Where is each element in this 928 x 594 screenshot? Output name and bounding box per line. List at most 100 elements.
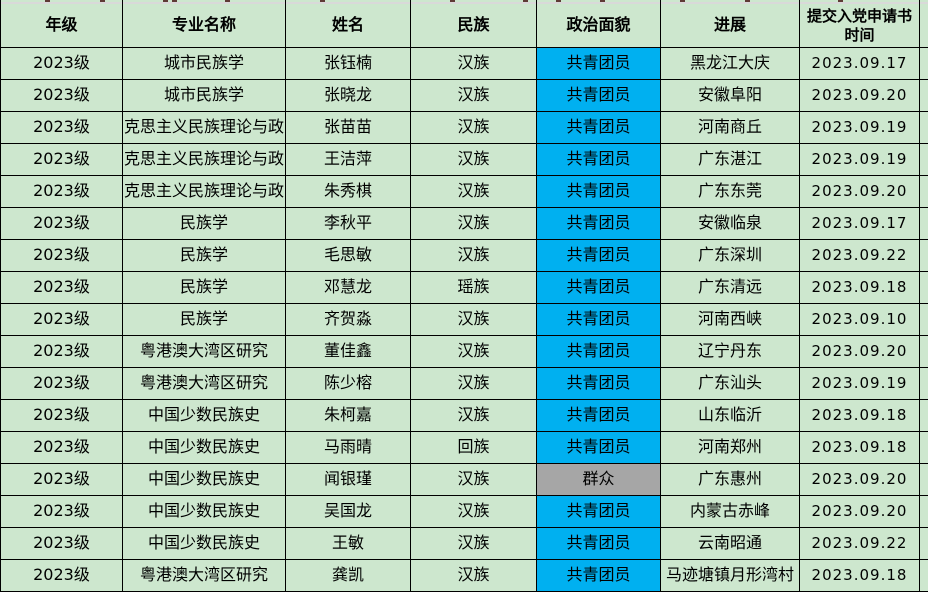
cell-grade[interactable]: 2023级 bbox=[1, 272, 123, 304]
adjacent-column-sliver[interactable] bbox=[920, 464, 928, 496]
cell-political_status[interactable]: 共青团员 bbox=[537, 432, 661, 464]
cell-major[interactable]: 中国少数民族史 bbox=[123, 496, 286, 528]
cell-progress[interactable]: 广东清远 bbox=[661, 272, 800, 304]
cell-major[interactable]: 民族学 bbox=[123, 240, 286, 272]
cell-ethnicity[interactable]: 汉族 bbox=[411, 80, 537, 112]
cell-grade[interactable]: 2023级 bbox=[1, 464, 123, 496]
cell-ethnicity[interactable]: 瑶族 bbox=[411, 272, 537, 304]
cell-major[interactable]: 粤港澳大湾区研究 bbox=[123, 368, 286, 400]
cell-apply_date[interactable]: 2023.09.18 bbox=[800, 400, 920, 432]
cell-major[interactable]: 克思主义民族理论与政 bbox=[123, 176, 286, 208]
cell-political_status[interactable]: 共青团员 bbox=[537, 112, 661, 144]
cell-apply_date[interactable]: 2023.09.18 bbox=[800, 432, 920, 464]
adjacent-column-sliver[interactable] bbox=[920, 432, 928, 464]
cell-ethnicity[interactable]: 汉族 bbox=[411, 496, 537, 528]
cell-apply_date[interactable]: 2023.09.20 bbox=[800, 80, 920, 112]
cell-major[interactable]: 中国少数民族史 bbox=[123, 400, 286, 432]
cell-progress[interactable]: 云南昭通 bbox=[661, 528, 800, 560]
cell-name[interactable]: 邓慧龙 bbox=[286, 272, 411, 304]
cell-major[interactable]: 民族学 bbox=[123, 272, 286, 304]
cell-name[interactable]: 马雨晴 bbox=[286, 432, 411, 464]
cell-grade[interactable]: 2023级 bbox=[1, 80, 123, 112]
cell-political_status[interactable]: 共青团员 bbox=[537, 528, 661, 560]
cell-name[interactable]: 王洁萍 bbox=[286, 144, 411, 176]
cell-name[interactable]: 毛思敏 bbox=[286, 240, 411, 272]
cell-major[interactable]: 城市民族学 bbox=[123, 80, 286, 112]
cell-ethnicity[interactable]: 汉族 bbox=[411, 304, 537, 336]
cell-ethnicity[interactable]: 汉族 bbox=[411, 400, 537, 432]
cell-grade[interactable]: 2023级 bbox=[1, 144, 123, 176]
cell-political_status[interactable]: 共青团员 bbox=[537, 336, 661, 368]
cell-progress[interactable]: 马迹塘镇月形湾村 bbox=[661, 560, 800, 592]
cell-political_status[interactable]: 共青团员 bbox=[537, 560, 661, 592]
cell-major[interactable]: 中国少数民族史 bbox=[123, 432, 286, 464]
cell-political_status[interactable]: 共青团员 bbox=[537, 368, 661, 400]
cell-ethnicity[interactable]: 汉族 bbox=[411, 48, 537, 80]
cell-grade[interactable]: 2023级 bbox=[1, 560, 123, 592]
cell-progress[interactable]: 广东惠州 bbox=[661, 464, 800, 496]
cell-major[interactable]: 粤港澳大湾区研究 bbox=[123, 336, 286, 368]
cell-political_status[interactable]: 共青团员 bbox=[537, 304, 661, 336]
cell-political_status[interactable]: 共青团员 bbox=[537, 176, 661, 208]
cell-name[interactable]: 张钰楠 bbox=[286, 48, 411, 80]
cell-progress[interactable]: 辽宁丹东 bbox=[661, 336, 800, 368]
header-cell-political_status[interactable]: 政治面貌 bbox=[537, 4, 661, 48]
cell-progress[interactable]: 山东临沂 bbox=[661, 400, 800, 432]
cell-grade[interactable]: 2023级 bbox=[1, 208, 123, 240]
cell-apply_date[interactable]: 2023.09.17 bbox=[800, 48, 920, 80]
cell-major[interactable]: 克思主义民族理论与政 bbox=[123, 144, 286, 176]
adjacent-column-sliver[interactable] bbox=[920, 112, 928, 144]
cell-progress[interactable]: 河南商丘 bbox=[661, 112, 800, 144]
adjacent-column-sliver[interactable] bbox=[920, 208, 928, 240]
cell-apply_date[interactable]: 2023.09.20 bbox=[800, 336, 920, 368]
cell-grade[interactable]: 2023级 bbox=[1, 528, 123, 560]
cell-major[interactable]: 民族学 bbox=[123, 208, 286, 240]
cell-progress[interactable]: 广东深圳 bbox=[661, 240, 800, 272]
adjacent-column-sliver[interactable] bbox=[920, 304, 928, 336]
cell-progress[interactable]: 广东汕头 bbox=[661, 368, 800, 400]
cell-apply_date[interactable]: 2023.09.19 bbox=[800, 368, 920, 400]
cell-progress[interactable]: 安徽阜阳 bbox=[661, 80, 800, 112]
cell-name[interactable]: 李秋平 bbox=[286, 208, 411, 240]
cell-name[interactable]: 龚凯 bbox=[286, 560, 411, 592]
cell-grade[interactable]: 2023级 bbox=[1, 496, 123, 528]
cell-political_status[interactable]: 共青团员 bbox=[537, 48, 661, 80]
adjacent-column-sliver[interactable] bbox=[920, 272, 928, 304]
cell-apply_date[interactable]: 2023.09.20 bbox=[800, 496, 920, 528]
adjacent-column-sliver[interactable] bbox=[920, 368, 928, 400]
cell-political_status[interactable]: 共青团员 bbox=[537, 80, 661, 112]
cell-ethnicity[interactable]: 汉族 bbox=[411, 144, 537, 176]
cell-apply_date[interactable]: 2023.09.22 bbox=[800, 240, 920, 272]
cell-ethnicity[interactable]: 汉族 bbox=[411, 336, 537, 368]
adjacent-column-sliver[interactable] bbox=[920, 336, 928, 368]
cell-ethnicity[interactable]: 汉族 bbox=[411, 560, 537, 592]
cell-progress[interactable]: 河南西峡 bbox=[661, 304, 800, 336]
cell-progress[interactable]: 河南郑州 bbox=[661, 432, 800, 464]
header-cell-grade[interactable]: 年级 bbox=[1, 4, 123, 48]
cell-political_status[interactable]: 共青团员 bbox=[537, 400, 661, 432]
cell-ethnicity[interactable]: 汉族 bbox=[411, 528, 537, 560]
cell-apply_date[interactable]: 2023.09.20 bbox=[800, 176, 920, 208]
cell-major[interactable]: 民族学 bbox=[123, 304, 286, 336]
header-cell-progress[interactable]: 进展 bbox=[661, 4, 800, 48]
cell-grade[interactable]: 2023级 bbox=[1, 112, 123, 144]
cell-name[interactable]: 朱柯嘉 bbox=[286, 400, 411, 432]
adjacent-column-sliver[interactable] bbox=[920, 48, 928, 80]
cell-grade[interactable]: 2023级 bbox=[1, 176, 123, 208]
adjacent-column-sliver[interactable] bbox=[920, 560, 928, 592]
adjacent-column-sliver[interactable] bbox=[920, 240, 928, 272]
cell-progress[interactable]: 广东东莞 bbox=[661, 176, 800, 208]
adjacent-column-sliver[interactable] bbox=[920, 400, 928, 432]
cell-apply_date[interactable]: 2023.09.18 bbox=[800, 272, 920, 304]
cell-name[interactable]: 吴国龙 bbox=[286, 496, 411, 528]
cell-grade[interactable]: 2023级 bbox=[1, 304, 123, 336]
cell-ethnicity[interactable]: 汉族 bbox=[411, 464, 537, 496]
cell-political_status[interactable]: 共青团员 bbox=[537, 208, 661, 240]
cell-political_status[interactable]: 群众 bbox=[537, 464, 661, 496]
cell-name[interactable]: 张苗苗 bbox=[286, 112, 411, 144]
header-cell-name[interactable]: 姓名 bbox=[286, 4, 411, 48]
cell-grade[interactable]: 2023级 bbox=[1, 336, 123, 368]
cell-major[interactable]: 克思主义民族理论与政 bbox=[123, 112, 286, 144]
cell-name[interactable]: 王敏 bbox=[286, 528, 411, 560]
cell-ethnicity[interactable]: 汉族 bbox=[411, 240, 537, 272]
